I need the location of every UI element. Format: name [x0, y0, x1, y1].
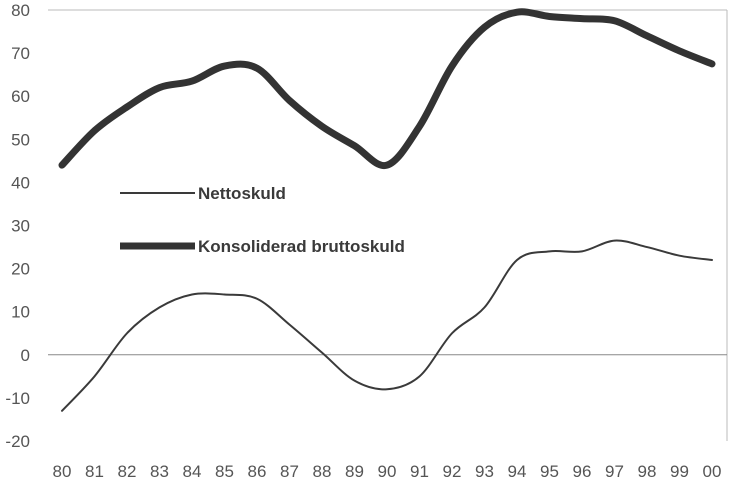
- x-tick-label: 97: [605, 462, 624, 481]
- x-tick-label: 91: [410, 462, 429, 481]
- x-tick-label: 95: [540, 462, 559, 481]
- x-tick-label: 92: [443, 462, 462, 481]
- x-tick-label: 81: [85, 462, 104, 481]
- x-tick-label: 90: [378, 462, 397, 481]
- x-tick-label: 82: [118, 462, 137, 481]
- x-tick-label: 00: [703, 462, 722, 481]
- y-tick-label: -10: [5, 389, 30, 408]
- x-tick-label: 96: [573, 462, 592, 481]
- x-tick-label: 85: [215, 462, 234, 481]
- y-tick-label: 30: [11, 217, 30, 236]
- x-tick-label: 84: [183, 462, 202, 481]
- x-tick-label: 83: [150, 462, 169, 481]
- y-tick-label: 10: [11, 303, 30, 322]
- plot-frame: [48, 9, 728, 441]
- y-tick-label: 0: [21, 346, 30, 365]
- y-tick-label: 40: [11, 173, 30, 192]
- y-tick-label: 20: [11, 260, 30, 279]
- y-tick-label: 50: [11, 130, 30, 149]
- y-tick-label: 70: [11, 44, 30, 63]
- x-tick-label: 86: [248, 462, 267, 481]
- legend-label-nettoskuld: Nettoskuld: [198, 184, 286, 203]
- y-tick-label: 60: [11, 87, 30, 106]
- x-tick-label: 88: [313, 462, 332, 481]
- y-tick-label: 80: [11, 1, 30, 20]
- series-line-nettoskuld: [61, 239, 713, 412]
- x-tick-label: 98: [638, 462, 657, 481]
- legend-label-bruttoskuld: Konsoliderad bruttoskuld: [198, 237, 405, 256]
- x-tick-label: 89: [345, 462, 364, 481]
- x-tick-label: 93: [475, 462, 494, 481]
- legend: Nettoskuld Konsoliderad bruttoskuld: [120, 184, 405, 256]
- x-axis: 80 81 82 83 84 85 86 87 88 89 90 91 92 93 94 95 96 97 98 99…: [53, 462, 722, 481]
- series-line-bruttoskuld: [58, 8, 716, 170]
- x-tick-label: 99: [670, 462, 689, 481]
- series-lines: [58, 8, 716, 412]
- x-tick-label: 94: [508, 462, 527, 481]
- x-tick-label: 87: [280, 462, 299, 481]
- y-axis: 80 70 60 50 40 30 20 10 0 -10 -20: [5, 1, 30, 451]
- y-tick-label: -20: [5, 432, 30, 451]
- x-tick-label: 80: [53, 462, 72, 481]
